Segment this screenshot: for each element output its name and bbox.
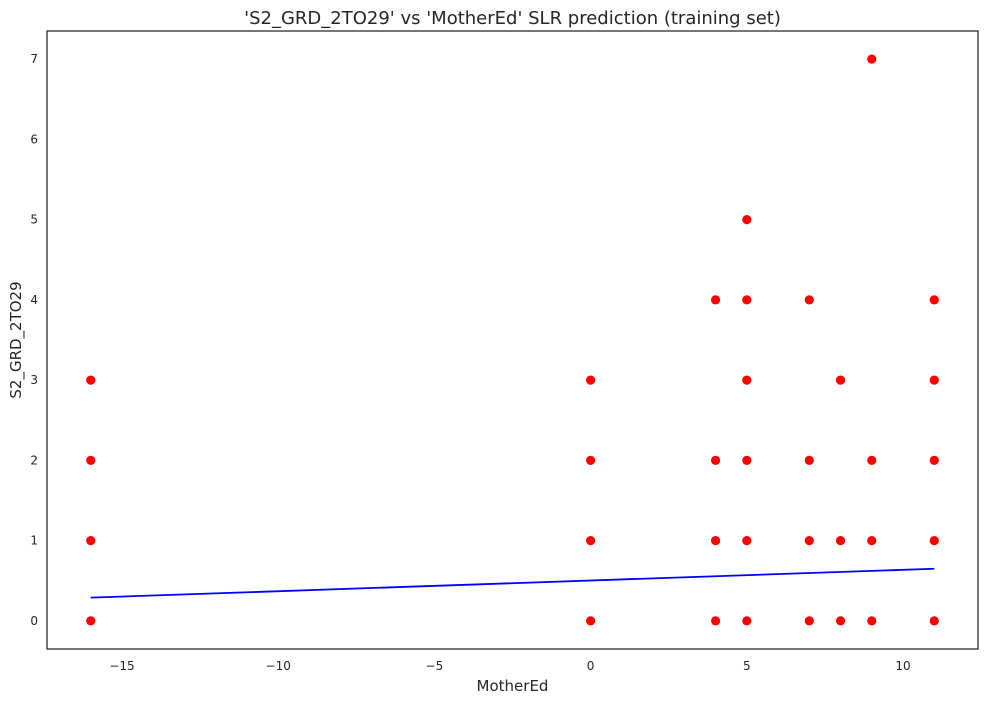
- data-point: [742, 616, 752, 626]
- y-tick-label: 7: [30, 52, 38, 66]
- data-point: [929, 616, 939, 626]
- x-tick-label: 10: [895, 659, 910, 673]
- points-layer: [86, 54, 939, 626]
- y-axis-ticks: 0 1 2 3 4 5 6 7: [30, 52, 38, 628]
- regression-layer: [90, 567, 935, 599]
- data-point: [742, 295, 752, 305]
- data-point: [742, 375, 752, 385]
- y-tick-label: 3: [30, 373, 38, 387]
- regression-line: [90, 567, 935, 599]
- data-point: [929, 536, 939, 546]
- data-point: [742, 536, 752, 546]
- data-point: [835, 536, 846, 546]
- data-point: [86, 536, 96, 546]
- data-point: [835, 375, 846, 385]
- data-point: [867, 54, 877, 64]
- data-point: [804, 295, 814, 305]
- data-point: [804, 536, 814, 546]
- data-point: [929, 455, 939, 465]
- data-point: [586, 455, 596, 465]
- y-tick-label: 0: [30, 614, 38, 628]
- data-point: [710, 455, 721, 465]
- y-tick-label: 1: [30, 534, 38, 548]
- x-tick-label: −5: [426, 659, 444, 673]
- data-point: [710, 616, 721, 626]
- y-tick-label: 2: [30, 453, 38, 467]
- data-point: [742, 215, 752, 225]
- data-point: [804, 455, 814, 465]
- plot-area: [46, 30, 979, 650]
- data-point: [742, 455, 752, 465]
- data-point: [586, 616, 596, 626]
- chart-title: 'S2_GRD_2TO29' vs 'MotherEd' SLR predict…: [244, 8, 781, 29]
- data-point: [86, 375, 96, 385]
- data-point: [86, 616, 96, 626]
- data-point: [86, 455, 96, 465]
- data-point: [835, 616, 846, 626]
- x-axis-label: MotherEd: [477, 677, 549, 695]
- data-point: [804, 616, 814, 626]
- data-point: [929, 375, 939, 385]
- x-tick-label: −15: [109, 659, 134, 673]
- data-point: [710, 536, 721, 546]
- data-point: [867, 616, 877, 626]
- plot-frame: [46, 30, 979, 650]
- data-point: [867, 536, 877, 546]
- data-point: [586, 375, 596, 385]
- x-axis-ticks: −15 −10 −5 0 5 10: [109, 659, 910, 673]
- y-tick-label: 4: [30, 293, 38, 307]
- x-tick-label: 5: [743, 659, 751, 673]
- x-tick-label: −10: [266, 659, 291, 673]
- data-point: [710, 295, 721, 305]
- x-tick-label: 0: [587, 659, 595, 673]
- data-point: [867, 455, 877, 465]
- data-point: [929, 295, 939, 305]
- y-axis-label: S2_GRD_2TO29: [7, 281, 26, 398]
- data-point: [586, 536, 596, 546]
- y-tick-label: 5: [30, 213, 38, 227]
- y-tick-label: 6: [30, 132, 38, 146]
